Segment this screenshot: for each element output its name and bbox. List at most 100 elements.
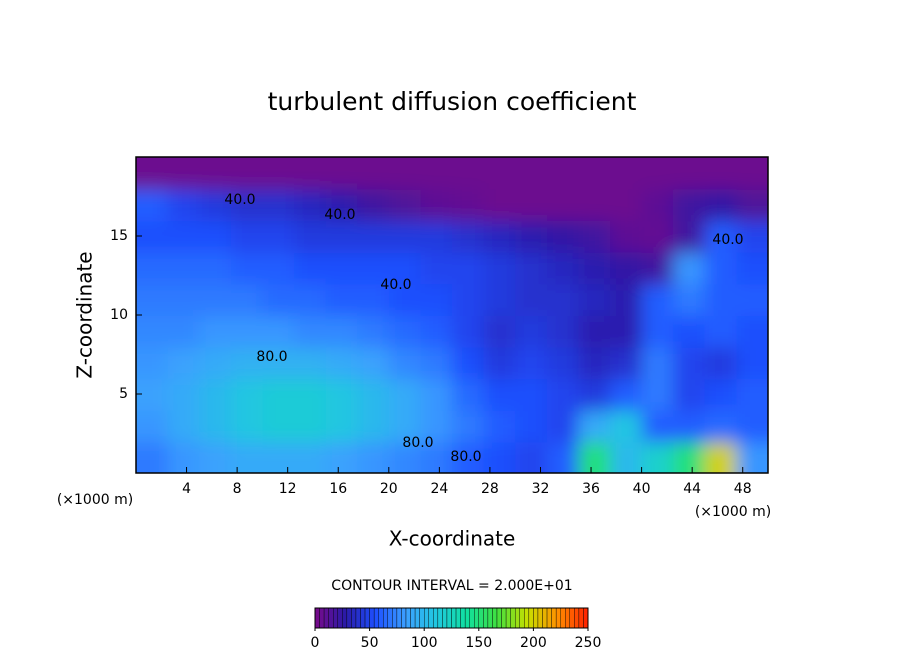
colorbar-swatch (396, 607, 402, 629)
colorbar-swatch (355, 607, 361, 629)
field-cell (452, 378, 485, 411)
field-cell (294, 441, 327, 473)
field: 40.0 40.0 40.0 80.0 80.0 80.0 40.0 (136, 157, 768, 473)
field-cell (325, 188, 359, 222)
contour-label: 80.0 (256, 349, 287, 365)
field-cell (641, 251, 675, 285)
field-cell (673, 283, 706, 316)
field-cell (515, 188, 548, 222)
colorbar-swatch (369, 607, 375, 629)
field-cell (546, 251, 580, 285)
field-cell (578, 188, 611, 222)
field-cell (704, 378, 738, 411)
field-cell (420, 346, 453, 380)
field-cell (641, 283, 675, 316)
field-cell (199, 157, 232, 190)
field-cell (136, 157, 169, 190)
field-cell (673, 441, 706, 473)
field-cell (262, 315, 295, 348)
colorbar-swatch (533, 607, 539, 629)
field-cell (230, 157, 264, 190)
field-cell (452, 220, 485, 253)
field-cell (167, 157, 201, 190)
field-cell (294, 409, 327, 443)
field-cell (515, 346, 548, 380)
colorbar-swatch (437, 607, 443, 629)
colorbar-swatch (487, 607, 493, 629)
y-tick-label: 10 (110, 307, 128, 323)
field-cell (641, 220, 675, 253)
field-cell (578, 251, 611, 285)
field-cell (199, 378, 232, 411)
field-cell (673, 188, 706, 222)
field-cell (546, 188, 580, 222)
field-cell (294, 346, 327, 380)
colorbar-swatch (328, 607, 334, 629)
field-cell (294, 283, 327, 316)
colorbar-swatch (392, 607, 398, 629)
field-cell (420, 251, 453, 285)
chart-title: turbulent diffusion coefficient (268, 87, 637, 116)
field-cell (262, 251, 295, 285)
field-cell (483, 220, 517, 253)
field-cell (199, 315, 232, 348)
field-cell (199, 441, 232, 473)
field-cell (167, 188, 201, 222)
field-cell (546, 283, 580, 316)
colorbar-swatch (342, 607, 348, 629)
field-cell (294, 378, 327, 411)
colorbar-swatch (364, 607, 370, 629)
colorbar-swatch (569, 607, 575, 629)
field-cell (610, 378, 643, 411)
colorbar-tick-label: 250 (575, 635, 602, 651)
field-cell (420, 188, 453, 222)
field-cell (388, 346, 422, 380)
field-cells (136, 157, 768, 473)
field-cell (230, 188, 264, 222)
field-cell (736, 409, 768, 443)
field-cell (262, 346, 295, 380)
colorbar-swatch (337, 607, 343, 629)
field-cell (736, 157, 768, 190)
field-cell (388, 315, 422, 348)
field-cell (167, 346, 201, 380)
field-cell (230, 283, 264, 316)
field-cell (515, 441, 548, 473)
field-cell (641, 188, 675, 222)
colorbar-swatch (419, 607, 425, 629)
colorbar-swatch (546, 607, 552, 629)
field-cell (167, 441, 201, 473)
field-cell (452, 188, 485, 222)
contour-label: 80.0 (402, 435, 433, 451)
colorbar-swatch (424, 607, 429, 629)
field-cell (357, 283, 390, 316)
colorbar-swatch (446, 607, 452, 629)
field-cell (262, 409, 295, 443)
field-cell (641, 378, 675, 411)
colorbar-swatch (551, 607, 557, 629)
field-cell (325, 283, 359, 316)
field-cell (136, 409, 169, 443)
colorbar-swatch (478, 607, 484, 629)
field-cell (388, 409, 422, 443)
contour-label: 40.0 (224, 192, 255, 208)
field-cell (167, 409, 201, 443)
field-cell (610, 157, 643, 190)
field-cell (578, 220, 611, 253)
colorbar-swatch (433, 607, 439, 629)
colorbar-swatch (410, 607, 416, 629)
field-cell (610, 220, 643, 253)
field-cell (578, 378, 611, 411)
field-cell (673, 409, 706, 443)
colorbar-swatch (346, 607, 352, 629)
field-cell (325, 441, 359, 473)
field-cell (546, 315, 580, 348)
colorbar-swatch (583, 607, 589, 629)
y-tick-label: 15 (110, 228, 128, 244)
field-cell (483, 346, 517, 380)
field-cell (673, 346, 706, 380)
contour-label: 80.0 (450, 449, 481, 465)
field-cell (199, 251, 232, 285)
field-cell (578, 409, 611, 443)
